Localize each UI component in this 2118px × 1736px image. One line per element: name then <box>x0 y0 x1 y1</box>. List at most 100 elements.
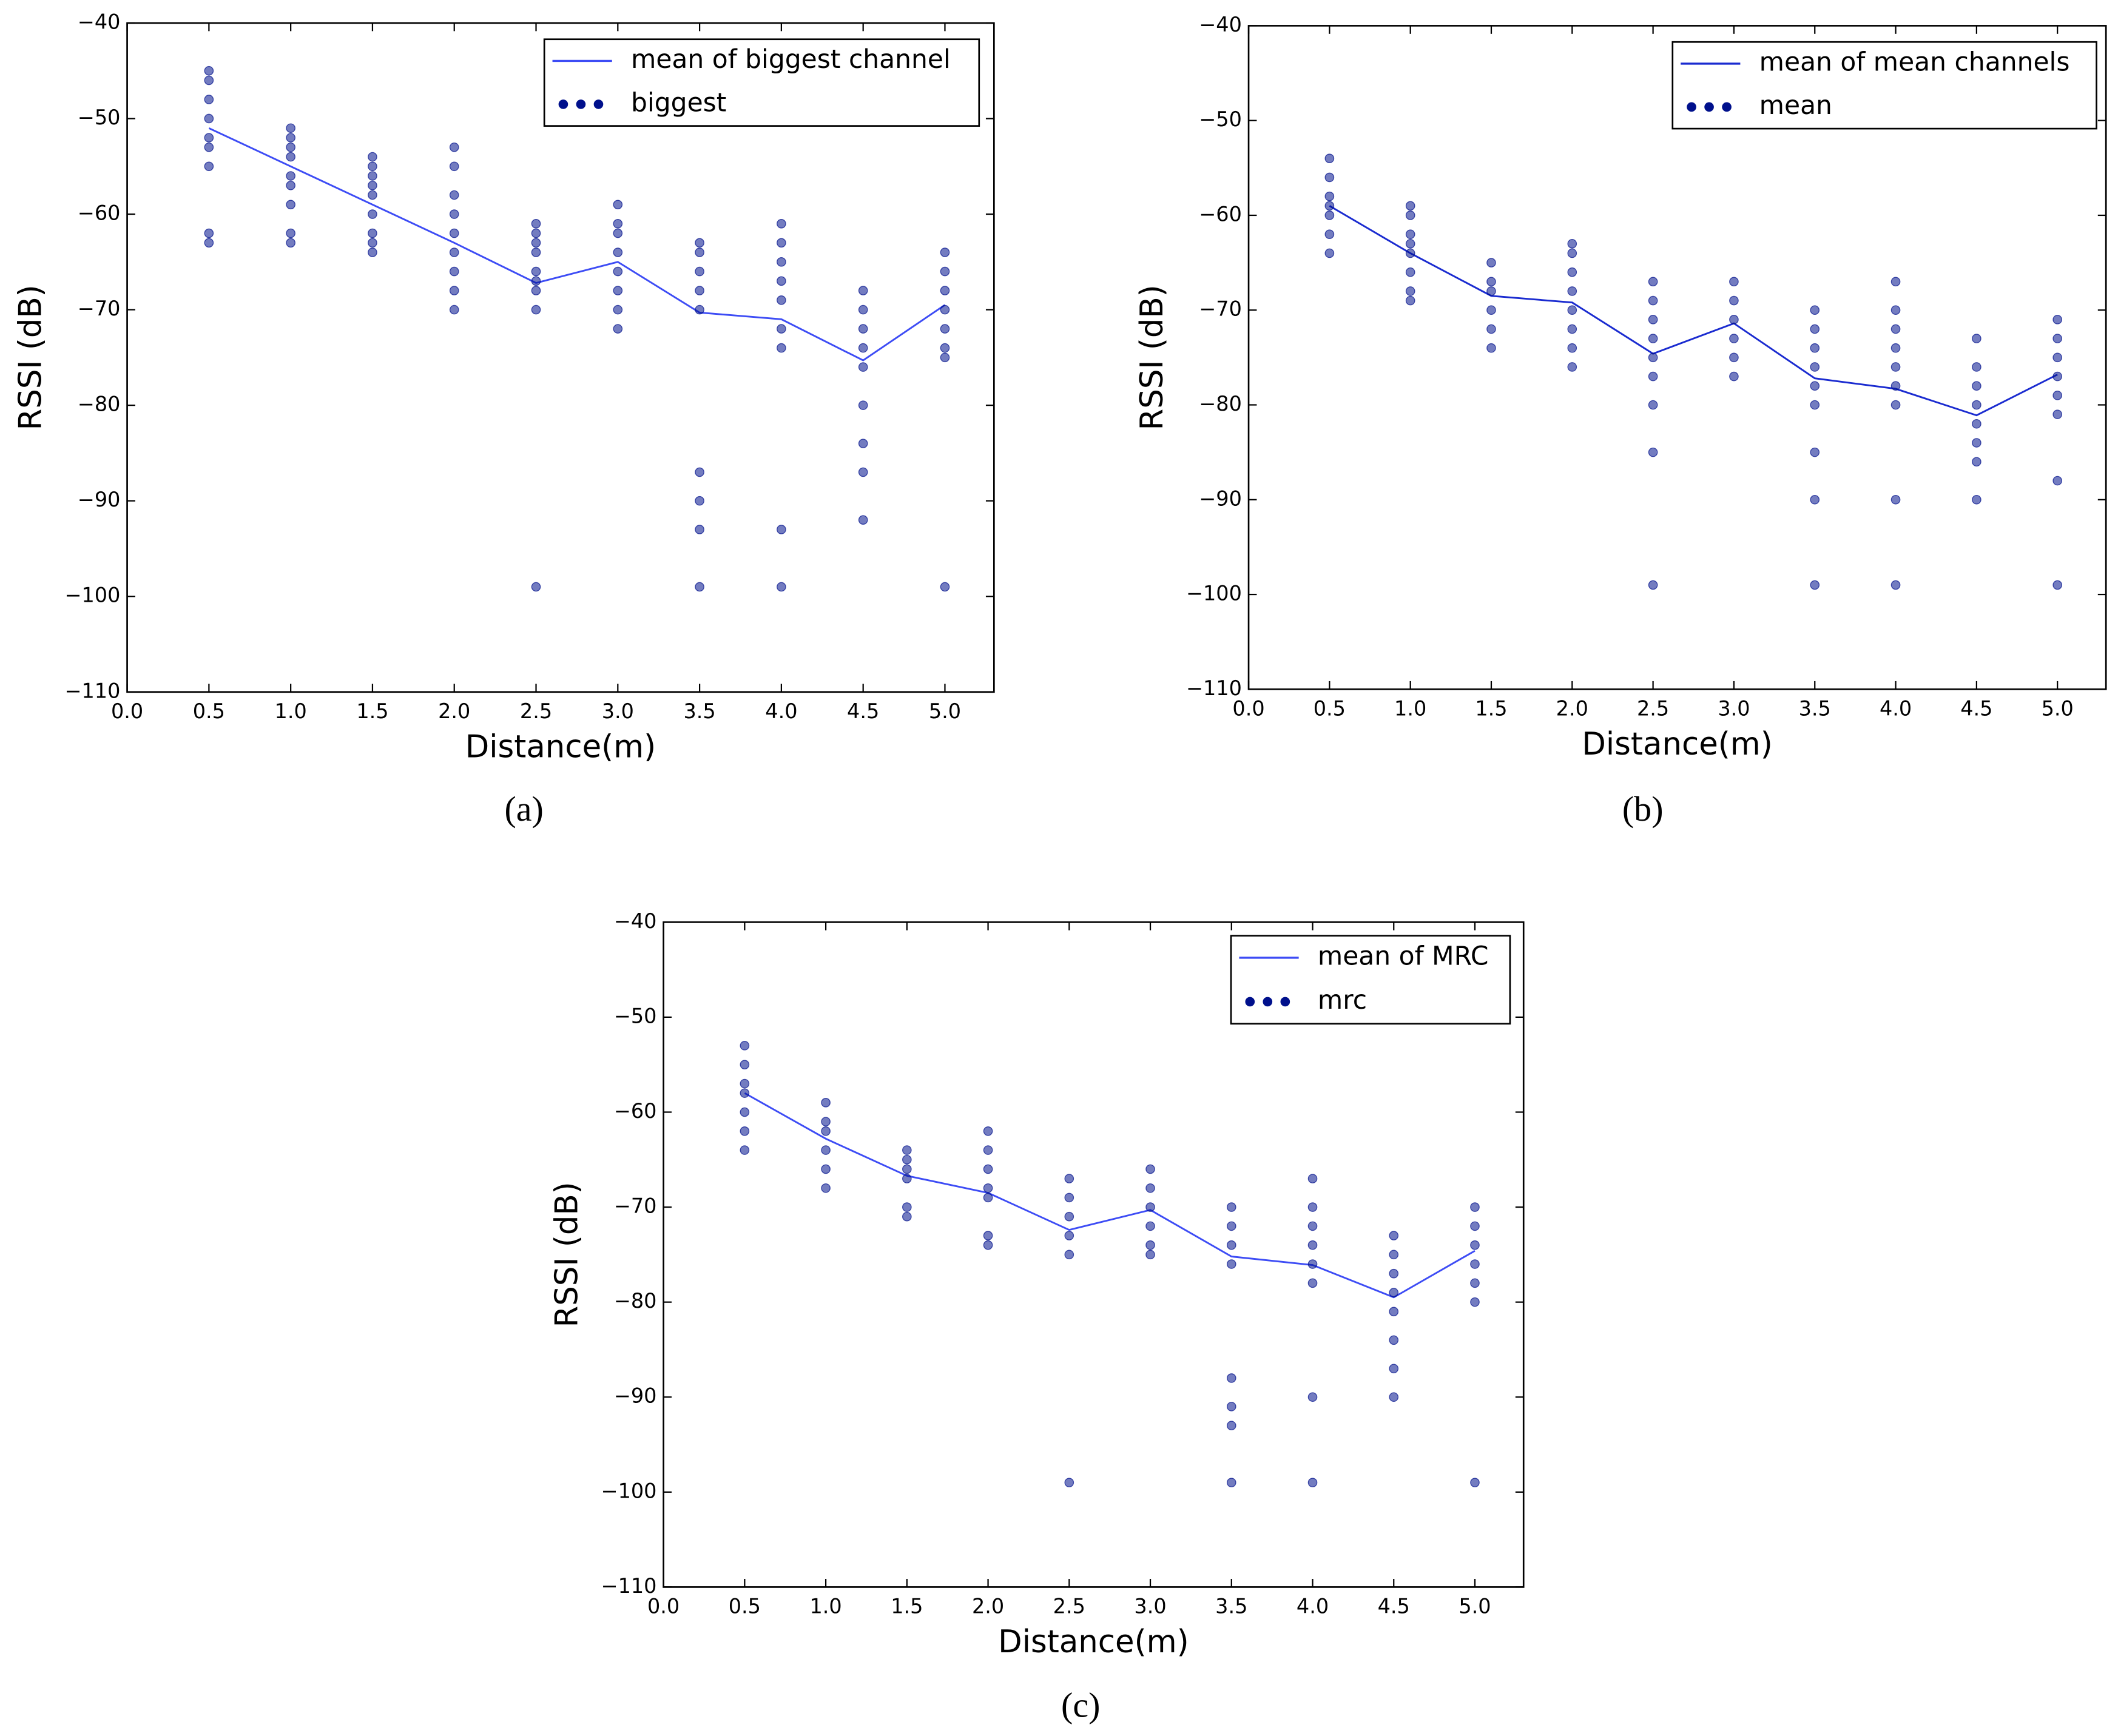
scatter-point <box>940 266 950 277</box>
scatter-point <box>1226 1221 1236 1231</box>
x-tick-label: 3.0 <box>602 699 634 723</box>
y-tick-label: −100 <box>601 1479 657 1502</box>
x-tick-label: 5.0 <box>1459 1594 1491 1618</box>
scatter-point <box>1307 1221 1318 1231</box>
x-tick-label: 1.0 <box>1394 696 1426 720</box>
scatter-point <box>983 1126 993 1136</box>
scatter-point <box>531 582 541 592</box>
scatter-point <box>695 238 704 248</box>
x-tick-label: 0.5 <box>729 1594 761 1618</box>
scatter-point <box>1567 286 1577 296</box>
scatter-point <box>940 352 950 363</box>
x-tick-label: 1.0 <box>809 1594 841 1618</box>
scatter-point <box>1810 324 1820 334</box>
legend-box <box>1671 41 2097 130</box>
scatter-point <box>449 228 459 238</box>
scatter-point <box>1567 343 1577 353</box>
scatter-point <box>204 113 214 124</box>
scatter-point <box>1307 1278 1318 1288</box>
scatter-point <box>449 304 459 315</box>
scatter-point <box>695 525 704 534</box>
legend-label: mean of MRC <box>1318 941 1489 971</box>
scatter-point <box>1145 1221 1155 1231</box>
scatter-point <box>2052 334 2063 343</box>
y-tick-label: −90 <box>1199 486 1242 510</box>
scatter-point <box>858 439 868 448</box>
scatter-point <box>1324 248 1335 258</box>
scatter-point <box>1648 352 1658 363</box>
scatter-point <box>1810 494 1820 505</box>
scatter-point <box>1470 1221 1480 1231</box>
scatter-point <box>1890 324 1901 334</box>
x-tick-label: 5.0 <box>2042 696 2074 720</box>
scatter-point <box>1567 305 1577 315</box>
x-tick-label: 1.0 <box>275 699 307 723</box>
scatter-point <box>777 238 786 248</box>
scatter-point <box>368 238 377 248</box>
legend-dot <box>1280 997 1290 1007</box>
scatter-point <box>777 295 786 305</box>
scatter-point <box>821 1098 831 1108</box>
scatter-point <box>204 238 214 248</box>
y-tick-label: −70 <box>78 297 121 320</box>
y-tick-label: −100 <box>1186 582 1242 605</box>
x-tick-label: 5.0 <box>929 699 961 723</box>
scatter-point <box>1064 1211 1074 1222</box>
scatter-point <box>1810 343 1820 353</box>
scatter-point <box>740 1126 750 1136</box>
y-tick-label: −100 <box>64 584 120 607</box>
scatter-point <box>286 180 295 190</box>
scatter-point <box>1226 1202 1236 1212</box>
scatter-point <box>286 171 295 181</box>
plot-frame <box>663 921 1525 1588</box>
x-tick-label: 1.5 <box>891 1594 923 1618</box>
scatter-point <box>613 266 623 277</box>
y-tick-label: −110 <box>601 1574 657 1598</box>
legend-box <box>1230 935 1511 1025</box>
panel-caption: (c) <box>1061 1686 1100 1725</box>
scatter-point <box>1648 400 1658 410</box>
scatter-point <box>1145 1250 1155 1260</box>
legend: mean of biggest channel biggest <box>543 38 980 127</box>
scatter-point <box>695 467 704 477</box>
y-tick-label: −40 <box>614 909 657 933</box>
scatter-point <box>740 1041 750 1051</box>
scatter-point <box>1890 400 1901 410</box>
scatter-point <box>1567 267 1577 277</box>
scatter-point <box>1470 1297 1480 1307</box>
scatter-point <box>740 1145 750 1155</box>
scatter-point <box>940 304 950 315</box>
scatter-point <box>1307 1392 1318 1402</box>
scatter-point <box>695 247 704 257</box>
x-tick-label: 3.5 <box>1215 1594 1247 1618</box>
scatter-point <box>1389 1364 1399 1374</box>
scatter-point <box>1890 305 1901 315</box>
scatter-point <box>1389 1392 1399 1402</box>
scatter-point <box>1145 1183 1155 1193</box>
scatter-point <box>983 1231 993 1240</box>
scatter-point <box>368 180 377 190</box>
scatter-point <box>940 286 950 295</box>
scatter-point <box>1470 1278 1480 1288</box>
x-tick-label: 4.5 <box>847 699 879 723</box>
scatter-point <box>1064 1231 1074 1240</box>
legend-dot <box>593 99 604 109</box>
scatter-point <box>940 324 950 334</box>
scatter-point <box>858 515 868 525</box>
scatter-point <box>2052 371 2063 382</box>
legend-label: biggest <box>631 88 726 118</box>
scatter-point <box>1810 381 1820 391</box>
scatter-point <box>286 200 295 210</box>
scatter-point <box>286 228 295 238</box>
plot-frame <box>1247 25 2107 690</box>
y-axis-label: RSSI (dB) <box>1134 284 1170 430</box>
scatter-point <box>777 257 786 267</box>
scatter-point <box>858 400 868 410</box>
y-tick-label: −60 <box>78 201 121 225</box>
y-tick-label: −80 <box>78 392 121 416</box>
scatter-point <box>940 582 950 592</box>
scatter-point <box>613 304 623 315</box>
scatter-point <box>1324 172 1335 183</box>
scatter-point <box>1890 343 1901 353</box>
scatter-point <box>740 1060 750 1069</box>
